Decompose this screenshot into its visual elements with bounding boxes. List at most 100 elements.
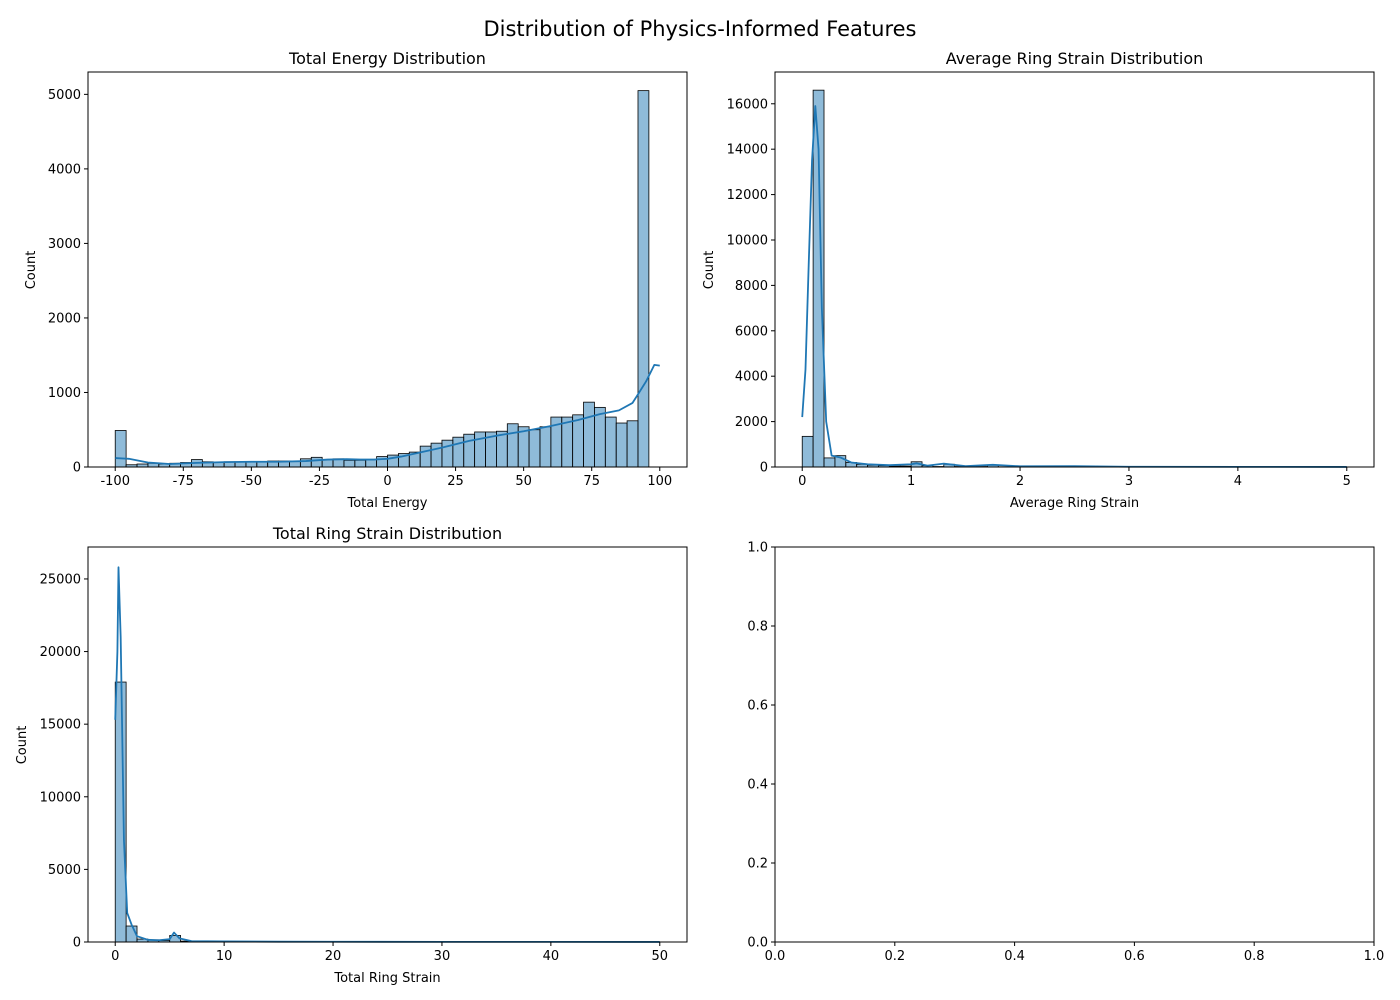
histogram-bar bbox=[441, 439, 454, 468]
figure-title: Distribution of Physics-Informed Feature… bbox=[483, 17, 916, 41]
x-tick-label: 100 bbox=[647, 474, 672, 489]
y-tick-label: 0 bbox=[73, 461, 81, 476]
histogram-bar bbox=[801, 435, 814, 468]
x-tick-label: 0.6 bbox=[1124, 949, 1145, 964]
plot-area bbox=[801, 89, 1347, 468]
x-tick-label: 30 bbox=[434, 949, 451, 964]
x-tick-label: -75 bbox=[173, 474, 194, 489]
x-tick-label: 1.0 bbox=[1364, 949, 1385, 964]
y-tick-label: 3000 bbox=[48, 237, 81, 252]
x-tick-label: 5 bbox=[1343, 474, 1351, 489]
y-tick-label: 0.6 bbox=[747, 699, 768, 714]
x-tick-label: 40 bbox=[543, 949, 560, 964]
y-tick-label: 8000 bbox=[735, 279, 768, 294]
x-tick-label: 20 bbox=[325, 949, 342, 964]
histogram-bar bbox=[517, 426, 530, 468]
histogram-bar bbox=[419, 445, 432, 468]
kde-line bbox=[115, 364, 660, 465]
y-tick-label: 4000 bbox=[48, 162, 81, 177]
histogram-bar bbox=[114, 430, 127, 468]
y-tick-label: 1000 bbox=[48, 386, 81, 401]
x-tick-label: 0.2 bbox=[884, 949, 905, 964]
x-tick-label: -25 bbox=[309, 474, 330, 489]
y-axis-label: Count bbox=[702, 251, 717, 290]
x-tick-label: 1 bbox=[907, 474, 915, 489]
x-tick-label: -100 bbox=[100, 474, 130, 489]
histogram-bar bbox=[452, 436, 465, 468]
x-tick-label: 0.0 bbox=[765, 949, 786, 964]
histogram-bar bbox=[583, 401, 595, 468]
x-tick-label: 0 bbox=[798, 474, 806, 489]
y-tick-label: 0.2 bbox=[747, 857, 768, 872]
y-tick-label: 4000 bbox=[735, 370, 768, 385]
axes-frame bbox=[774, 71, 1375, 468]
histogram-bar bbox=[463, 433, 476, 468]
y-axis-label: Count bbox=[24, 251, 39, 290]
panel-total-energy: Total Energy Distribution Total Energy C… bbox=[24, 49, 688, 511]
y-tick-label: 15000 bbox=[40, 718, 81, 733]
y-tick-label: 16000 bbox=[727, 97, 768, 112]
histogram-bar bbox=[626, 420, 639, 468]
histogram-bar bbox=[615, 422, 628, 468]
y-tick-label: 10000 bbox=[727, 233, 768, 248]
histogram-bar bbox=[310, 456, 323, 468]
y-tick-label: 0.4 bbox=[747, 778, 768, 793]
y-tick-label: 2000 bbox=[48, 311, 81, 326]
x-tick-label: 4 bbox=[1234, 474, 1242, 489]
histogram-bar bbox=[637, 90, 650, 468]
x-axis-label: Total Energy bbox=[346, 496, 427, 511]
y-axis-label: Count bbox=[15, 726, 30, 765]
plot-area bbox=[114, 90, 660, 468]
y-tick-label: 0.0 bbox=[747, 936, 768, 951]
x-tick-label: 0.4 bbox=[1004, 949, 1025, 964]
x-tick-label: 50 bbox=[651, 949, 668, 964]
x-tick-label: 2 bbox=[1016, 474, 1024, 489]
x-tick-label: 50 bbox=[515, 474, 532, 489]
x-tick-label: 75 bbox=[583, 474, 600, 489]
x-axis-label: Average Ring Strain bbox=[1010, 496, 1139, 511]
histogram-bar bbox=[594, 406, 606, 468]
y-tick-label: 10000 bbox=[40, 790, 81, 805]
panel-title: Average Ring Strain Distribution bbox=[946, 49, 1204, 68]
x-axis-label: Total Ring Strain bbox=[333, 971, 440, 986]
y-tick-label: 0 bbox=[73, 936, 81, 951]
histogram-bar bbox=[823, 457, 836, 468]
y-tick-label: 2000 bbox=[735, 415, 768, 430]
y-tick-label: 20000 bbox=[40, 645, 81, 660]
axes-frame bbox=[87, 546, 688, 943]
panel-empty: 0.0 0.2 0.4 0.6 0.8 1.0 0.0 0.2 0.4 0.6 0.8 1.0 bbox=[747, 541, 1384, 965]
y-tick-label: 14000 bbox=[727, 143, 768, 158]
plot-area bbox=[114, 566, 660, 943]
panel-title: Total Energy Distribution bbox=[288, 49, 486, 68]
y-tick-label: 25000 bbox=[40, 572, 81, 587]
x-tick-label: 10 bbox=[216, 949, 233, 964]
x-tick-label: 0 bbox=[111, 949, 119, 964]
axes-frame bbox=[774, 546, 1375, 943]
y-tick-label: 6000 bbox=[735, 324, 768, 339]
histogram-bar bbox=[572, 414, 584, 468]
y-tick-label: 5000 bbox=[48, 88, 81, 103]
histogram-bar bbox=[506, 423, 519, 468]
y-tick-label: 1.0 bbox=[747, 541, 768, 556]
y-tick-label: 0 bbox=[760, 461, 768, 476]
x-tick-label: 0.8 bbox=[1244, 949, 1265, 964]
histogram-bar bbox=[539, 426, 552, 468]
histogram-bar bbox=[430, 442, 443, 468]
histogram-bar bbox=[561, 416, 574, 468]
histogram-bar bbox=[528, 429, 541, 468]
histogram-bar bbox=[365, 459, 378, 468]
histogram-bar bbox=[343, 459, 356, 468]
histogram-bar bbox=[496, 430, 508, 468]
panel-total-ring-strain: Total Ring Strain Distribution Total Rin… bbox=[15, 524, 688, 986]
panel-title: Total Ring Strain Distribution bbox=[272, 524, 502, 543]
y-tick-label: 5000 bbox=[48, 863, 81, 878]
panel-average-ring-strain: Average Ring Strain Distribution Average… bbox=[702, 49, 1375, 511]
y-tick-label: 0.8 bbox=[747, 620, 768, 635]
y-tick-label: 12000 bbox=[727, 188, 768, 203]
histogram-bar bbox=[604, 416, 617, 468]
x-tick-label: -50 bbox=[241, 474, 262, 489]
histogram-bar bbox=[114, 681, 127, 943]
kde-line bbox=[114, 566, 660, 943]
